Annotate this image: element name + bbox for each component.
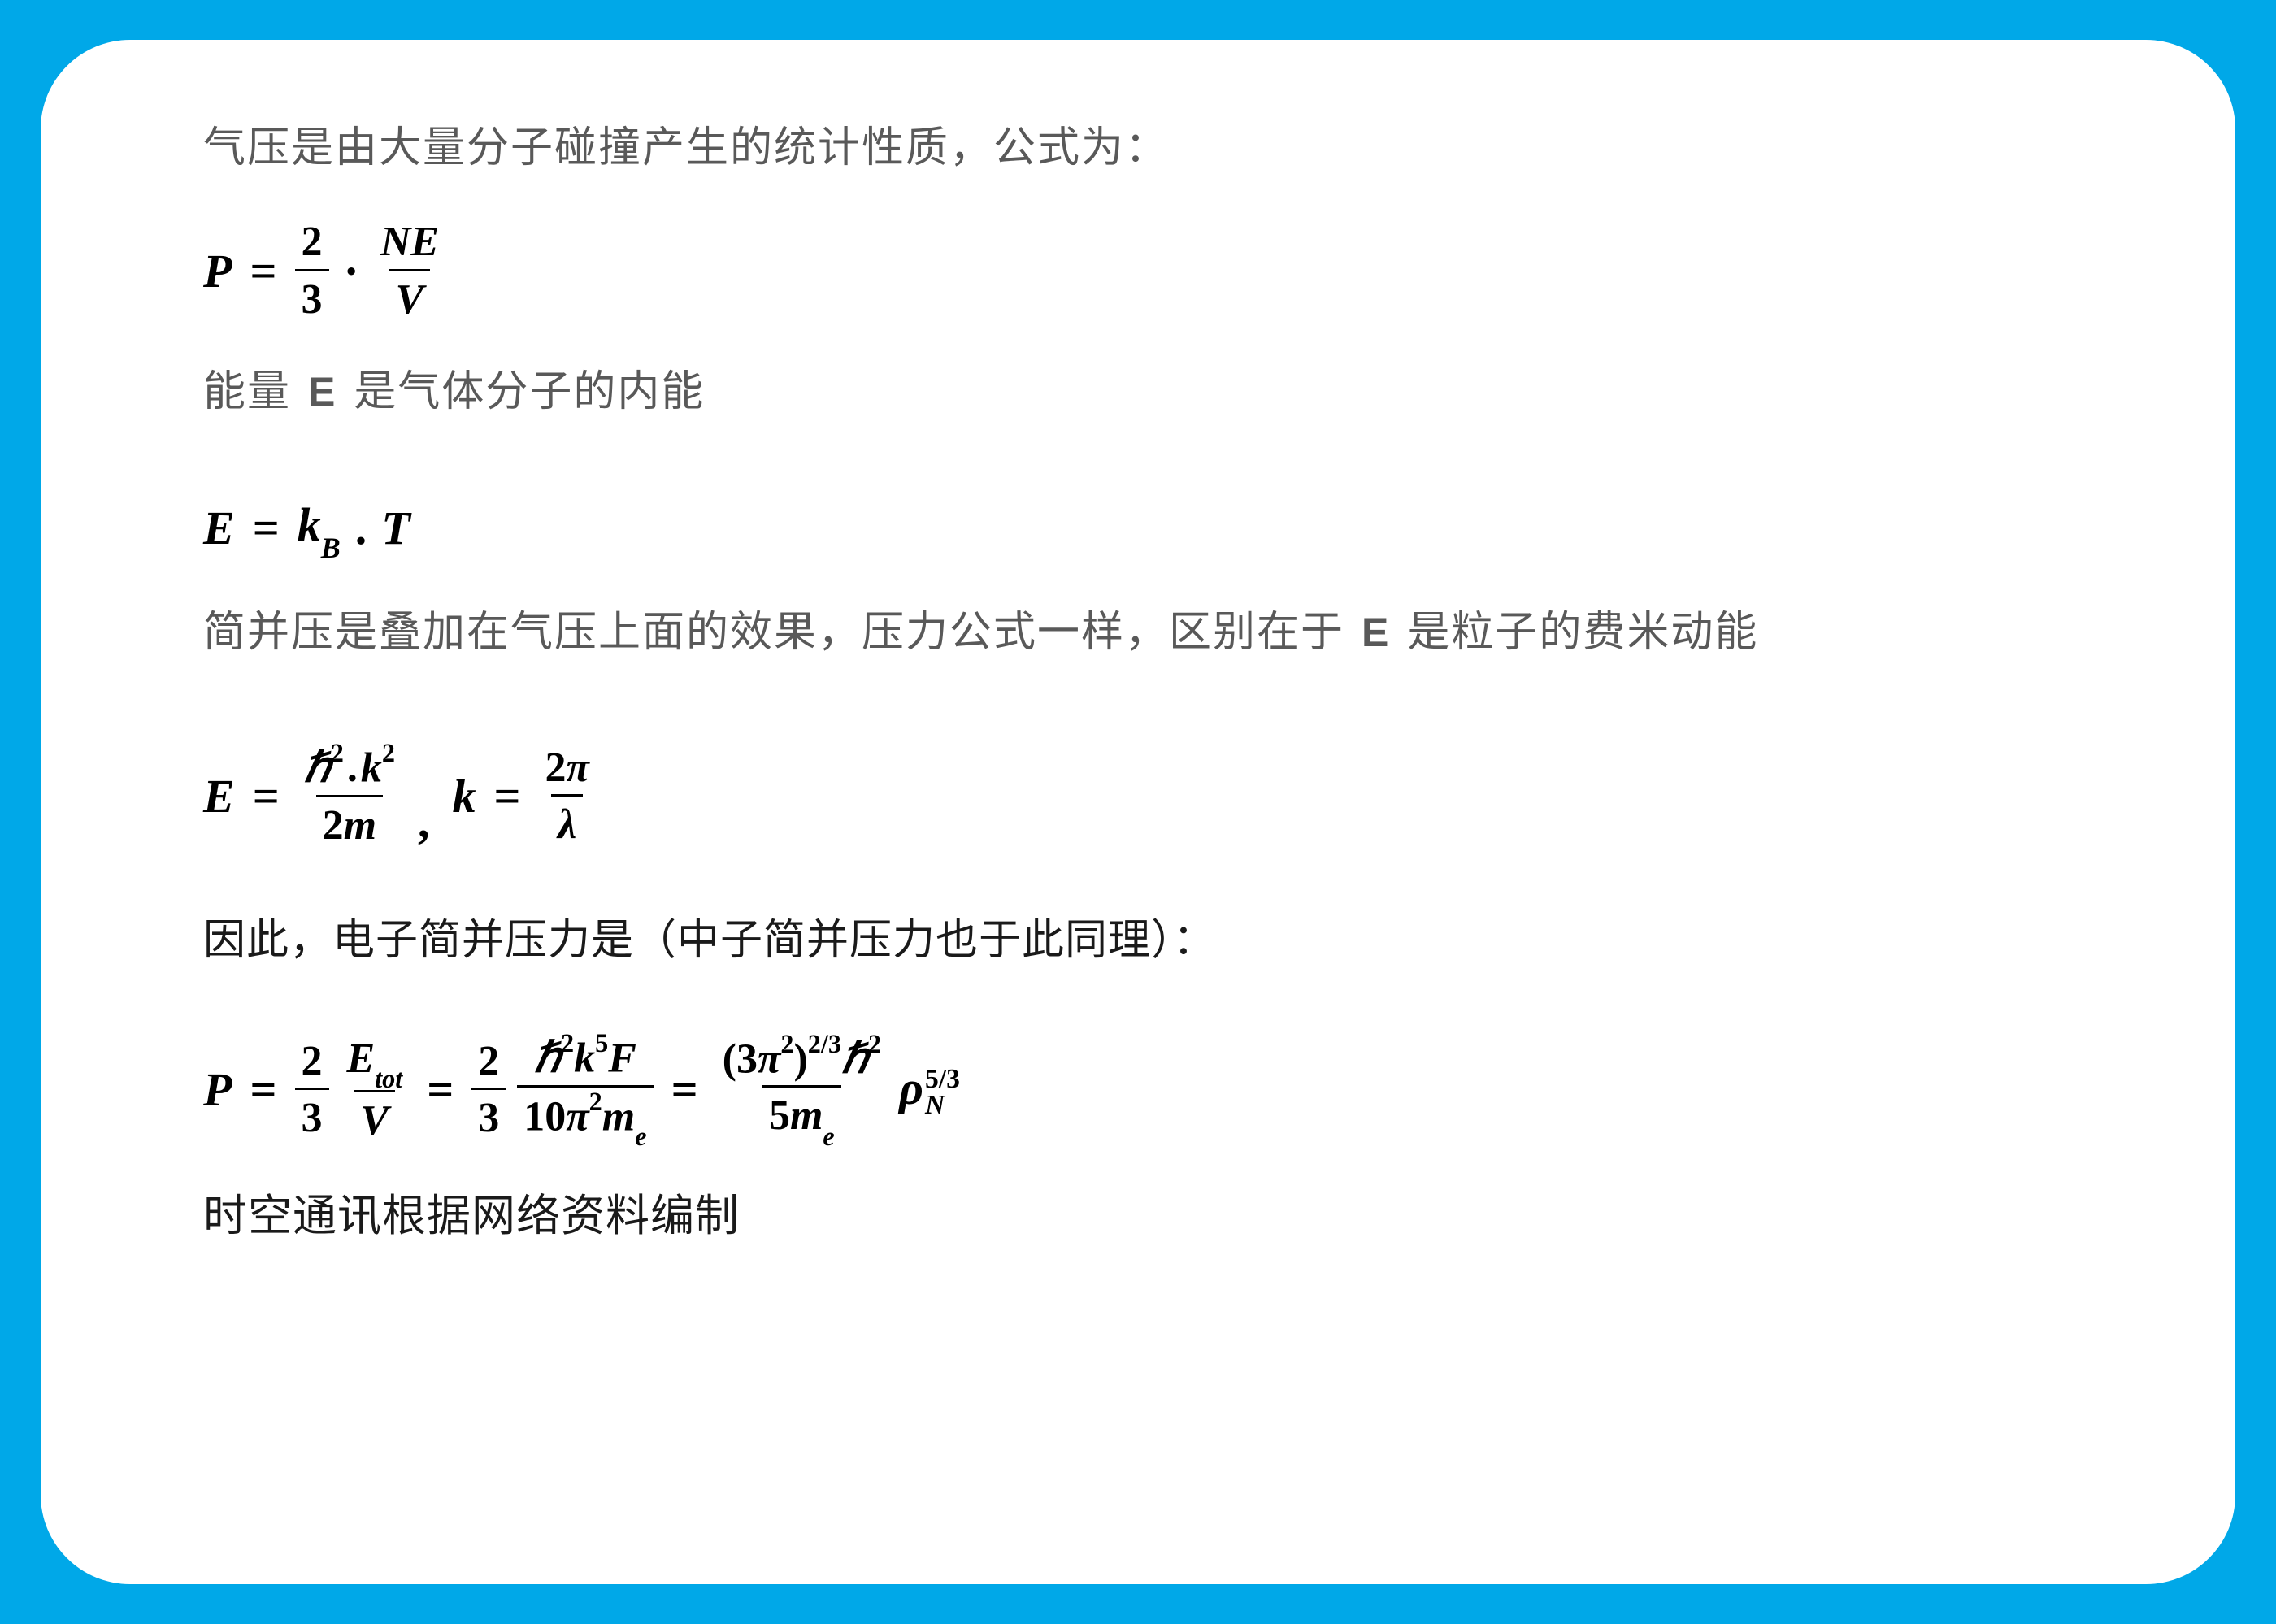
f3-frac1: ℏ2.k2 2m (298, 744, 402, 849)
credit-text: 时空通讯根据网络资料编制 (203, 1179, 2113, 1254)
formula-fermi: E = ℏ2.k2 2m , k = 2π λ (203, 744, 2113, 849)
f4-frac1: 2 3 (295, 1038, 329, 1141)
equals-sign: = (671, 1062, 698, 1117)
f1-lhs: P (203, 244, 232, 298)
equals-sign: = (493, 769, 520, 823)
f2-k: kB (298, 497, 341, 558)
equals-sign: = (253, 501, 280, 555)
f4-frac5: (3π2)2/3ℏ2 5me (716, 1035, 888, 1144)
f3-frac2: 2π λ (539, 745, 596, 848)
dot-operator: . (355, 501, 367, 555)
equals-sign: = (250, 1062, 276, 1117)
f3-k-lhs: k (452, 769, 476, 823)
dot-operator: · (344, 244, 359, 298)
comma: , (418, 794, 430, 849)
formula-pressure: P = 2 3 · NE V (203, 219, 2113, 322)
therefore-text: 因此，电子简并压力是（中子简并压力也于此同理）： (203, 905, 2113, 977)
degenerate-text: 简并压是叠加在气压上面的效果，压力公式一样，区别在于 E 是粒子的费米动能 (203, 597, 2113, 669)
equals-sign: = (253, 769, 280, 823)
equals-sign: = (250, 244, 276, 298)
energy-text: 能量 E 是气体分子的内能 (203, 357, 2113, 428)
f4-frac2: Etot V (341, 1036, 410, 1144)
f4-frac4: ℏ2k5F 10π2me (517, 1034, 653, 1145)
content-card: 气压是由大量分子碰撞产生的统计性质，公式为： P = 2 3 · NE V 能量… (41, 40, 2235, 1584)
f1-frac1: 2 3 (295, 219, 329, 322)
formula-energy: E = kB. T (203, 497, 2113, 558)
intro-text: 气压是由大量分子碰撞产生的统计性质，公式为： (203, 113, 2113, 185)
equals-sign: = (427, 1062, 454, 1117)
f2-T: T (381, 501, 410, 555)
formula-final: P = 2 3 Etot V = 2 3 ℏ2k5F 10π2me = (3π2… (203, 1034, 2113, 1145)
f2-lhs: E (203, 501, 235, 555)
f4-rho: ρ5/3N (899, 1061, 960, 1119)
f3-lhs: E (203, 769, 235, 823)
f1-frac2: NE V (374, 219, 445, 322)
f4-frac3: 2 3 (471, 1038, 506, 1141)
f4-lhs: P (203, 1062, 232, 1117)
